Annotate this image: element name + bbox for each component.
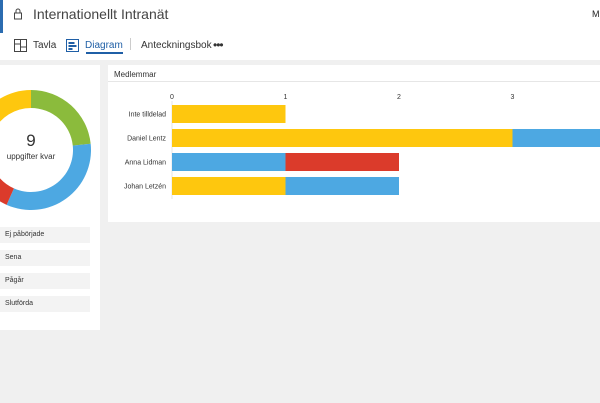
category-label: Inte tilldelad (129, 112, 166, 119)
status-in-progress[interactable]: Pågår (0, 273, 90, 289)
status-completed[interactable]: Slutförda (0, 296, 90, 312)
top-bar: Internationellt Intranät M Tavla Diagram… (0, 0, 600, 60)
category-label: Daniel Lentz (127, 136, 166, 143)
bar-segment[interactable] (512, 129, 600, 147)
bar-segment[interactable] (172, 177, 286, 195)
x-tick-label: 0 (170, 94, 174, 101)
tab-board[interactable]: Tavla (14, 33, 56, 57)
lock-icon (14, 8, 22, 20)
chart-title: Medlemmar (114, 70, 157, 79)
tab-notebook[interactable]: Anteckningsbok (141, 33, 212, 57)
donut-segment-1 (6, 143, 91, 210)
chart-icon (66, 38, 79, 52)
app-title: Internationellt Intranät (33, 6, 169, 22)
x-tick-label: 3 (511, 94, 515, 101)
category-label: Johan Letzén (124, 184, 166, 191)
tab-chart[interactable]: Diagram (66, 33, 123, 57)
members-bar-chart: 0 1 2 3 Inte tilldelad Daniel Lentz Anna Lidma… (124, 94, 600, 199)
accent-bar (0, 0, 3, 33)
more-options-button[interactable]: ••• (213, 38, 224, 52)
bar-segment[interactable] (285, 153, 400, 171)
remaining-count: 9 (26, 131, 36, 150)
board-icon (14, 38, 27, 52)
tab-separator (130, 38, 131, 50)
active-tab-underline (86, 52, 123, 54)
status-late[interactable]: Sena (0, 250, 90, 266)
remaining-caption: uppgifter kvar (6, 152, 56, 161)
donut-segment-2 (0, 178, 14, 205)
status-not-started[interactable]: Ej påbörjade (0, 227, 90, 243)
bar-segment[interactable] (285, 177, 400, 195)
bar-segment[interactable] (172, 153, 286, 171)
tab-notebook-label: Anteckningsbok (141, 39, 212, 51)
tab-board-label: Tavla (33, 39, 57, 51)
donut-segment-3 (0, 90, 31, 122)
summary-panel: 9 uppgifter kvar Ej påbörjade Sena Pågår… (0, 65, 100, 330)
tab-chart-label: Diagram (85, 39, 123, 51)
chart-header-divider (108, 81, 600, 82)
status-donut-chart (0, 90, 91, 210)
x-tick-label: 2 (397, 94, 401, 101)
donut-segment-0 (31, 90, 91, 146)
bar-segment[interactable] (172, 105, 286, 123)
category-label: Anna Lidman (125, 160, 166, 167)
members-chart-panel: 0 1 2 3 Inte tilldelad Daniel Lentz Anna Lidma… (108, 65, 600, 222)
bar-segment[interactable] (172, 129, 513, 147)
x-tick-label: 1 (284, 94, 288, 101)
user-initial[interactable]: M (592, 9, 600, 19)
